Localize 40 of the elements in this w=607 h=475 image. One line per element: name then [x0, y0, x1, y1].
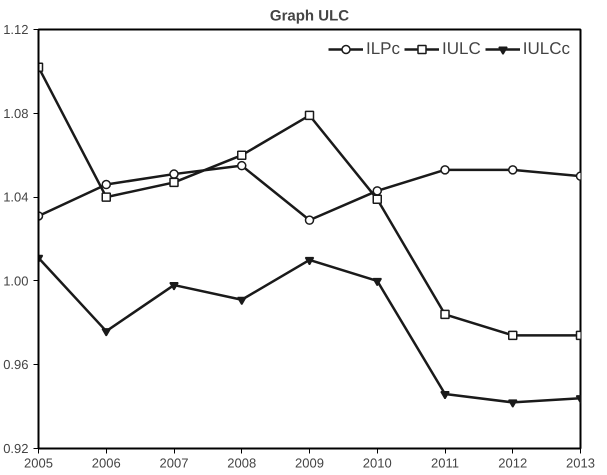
x-tick-label: 2010 — [362, 456, 392, 470]
point — [237, 150, 246, 160]
x-tick-label: 2009 — [295, 456, 324, 470]
x-tick-label: 2012 — [498, 456, 528, 470]
point — [304, 256, 314, 266]
x-tick-label: 2005 — [24, 456, 53, 470]
point — [304, 215, 314, 225]
point — [237, 160, 246, 170]
x-tick-label: 2007 — [160, 456, 188, 470]
point — [102, 180, 111, 190]
point — [508, 165, 518, 175]
y-tick-label: 0.92 — [3, 441, 29, 456]
chart-title: Graph ULC — [270, 8, 350, 24]
point — [169, 282, 179, 290]
point — [372, 194, 382, 204]
point — [169, 169, 179, 179]
y-tick-label: 1.12 — [3, 22, 29, 37]
legend-label: ILPc — [366, 39, 400, 59]
point — [372, 278, 382, 286]
legend-label: IULC — [442, 39, 481, 59]
point — [102, 328, 111, 337]
point — [304, 110, 314, 120]
point — [440, 310, 450, 320]
x-tick-label: 2013 — [566, 456, 595, 470]
y-tick-label: 0.96 — [3, 357, 29, 372]
point — [508, 399, 518, 408]
point — [169, 178, 179, 188]
y-tick-label: 1.00 — [3, 273, 29, 288]
x-tick-label: 2008 — [227, 456, 256, 470]
point — [102, 192, 111, 202]
x-tick-label: 2006 — [92, 456, 121, 470]
point — [440, 390, 450, 400]
point — [508, 330, 518, 340]
point — [440, 165, 450, 175]
x-tick-label: 2011 — [431, 456, 459, 470]
legend-label: IULCc — [522, 39, 570, 59]
point — [237, 296, 246, 306]
y-tick-label: 1.08 — [3, 106, 29, 121]
y-tick-label: 1.04 — [3, 190, 29, 205]
point — [372, 186, 382, 196]
